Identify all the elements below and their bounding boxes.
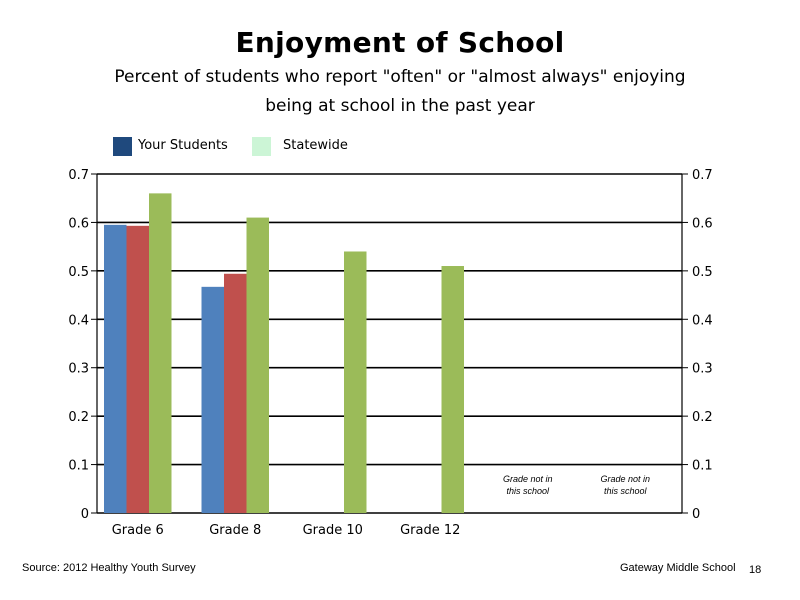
- y-tick-label-right: 0.6: [692, 216, 713, 231]
- bar: [149, 193, 172, 513]
- y-tick-label-left: 0.3: [68, 362, 89, 377]
- y-tick-label-left: 0.4: [68, 313, 89, 328]
- y-tick-label-right: 0.7: [692, 168, 713, 183]
- y-tick-label-left: 0: [81, 507, 89, 522]
- chart-subtitle-line-2: being at school in the past year: [265, 96, 535, 116]
- school-name: Gateway Middle School: [620, 562, 736, 574]
- x-tick-label: Grade 6: [112, 523, 164, 538]
- y-tick-label-right: 0.5: [692, 265, 713, 280]
- chart-subtitle-line-1: Percent of students who report "often" o…: [114, 67, 686, 87]
- y-tick-label-left: 0.2: [68, 410, 89, 425]
- y-tick-label-left: 0.6: [68, 216, 89, 231]
- legend-label-your-students: Your Students: [138, 138, 228, 153]
- bar: [201, 286, 224, 513]
- annotation-label: Grade not in: [503, 474, 553, 484]
- bar: [246, 217, 269, 514]
- source-note: Source: 2012 Healthy Youth Survey: [22, 562, 196, 574]
- x-tick-label: Grade 10: [303, 523, 363, 538]
- bar: [104, 224, 127, 513]
- y-tick-label-right: 0: [692, 507, 700, 522]
- legend-swatch-statewide: [252, 137, 271, 156]
- y-tick-label-right: 0.4: [692, 313, 713, 328]
- bar: [126, 225, 149, 513]
- y-tick-label-right: 0.2: [692, 410, 713, 425]
- y-tick-label-right: 0.3: [692, 362, 713, 377]
- chart-title: Enjoyment of School: [235, 26, 565, 59]
- y-tick-label-left: 0.5: [68, 265, 89, 280]
- page-number: 18: [749, 564, 762, 576]
- y-tick-label-right: 0.1: [692, 459, 713, 474]
- y-tick-label-left: 0.1: [68, 459, 89, 474]
- y-tick-label-left: 0.7: [68, 168, 89, 183]
- annotation-label: this school: [604, 486, 648, 496]
- legend-swatch-your-students: [113, 137, 132, 156]
- annotation-label: Grade not in: [600, 474, 650, 484]
- annotation-label: this school: [506, 486, 550, 496]
- bar: [344, 251, 367, 513]
- bar: [224, 273, 247, 513]
- legend-label-statewide: Statewide: [283, 138, 348, 153]
- x-tick-label: Grade 12: [400, 523, 460, 538]
- x-tick-label: Grade 8: [209, 523, 261, 538]
- bar: [441, 266, 464, 513]
